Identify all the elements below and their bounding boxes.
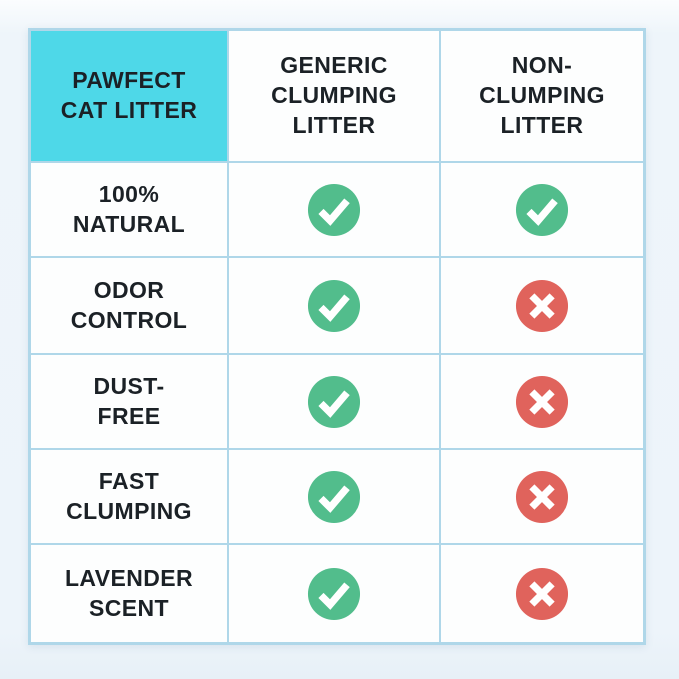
feature-cell-odor-control: ODOR CONTROL (31, 258, 227, 353)
cross-icon (515, 375, 569, 429)
check-icon (307, 567, 361, 621)
check-icon (307, 279, 361, 333)
mark-cell (229, 545, 439, 642)
check-icon (307, 470, 361, 524)
comparison-table: PAWFECT CAT LITTER GENERIC CLUMPING LITT… (28, 28, 646, 645)
mark-cell (441, 258, 643, 353)
check-icon (307, 375, 361, 429)
mark-cell (441, 450, 643, 543)
cross-icon (515, 279, 569, 333)
mark-cell (229, 355, 439, 448)
brand-title: PAWFECT CAT LITTER (60, 67, 198, 123)
cross-icon (515, 470, 569, 524)
feature-cell-fast-clumping: FAST CLUMPING (31, 450, 227, 543)
column-header-label: NON- CLUMPING LITTER (479, 52, 605, 138)
mark-cell (229, 450, 439, 543)
check-icon (307, 183, 361, 237)
mark-cell (229, 163, 439, 256)
column-header-non-clumping: NON- CLUMPING LITTER (441, 31, 643, 161)
brand-header-cell: PAWFECT CAT LITTER (31, 31, 227, 161)
feature-label: ODOR CONTROL (70, 276, 188, 333)
feature-cell-dust-free: DUST- FREE (31, 355, 227, 448)
mark-cell (441, 355, 643, 448)
check-icon (515, 183, 569, 237)
feature-label: FAST CLUMPING (66, 467, 192, 524)
mark-cell (441, 545, 643, 642)
cross-icon (515, 567, 569, 621)
feature-label: DUST- FREE (93, 372, 165, 429)
mark-cell (229, 258, 439, 353)
feature-cell-lavender-scent: LAVENDER SCENT (31, 545, 227, 642)
feature-label: 100% NATURAL (72, 180, 186, 237)
column-header-generic-clumping: GENERIC CLUMPING LITTER (229, 31, 439, 161)
mark-cell (441, 163, 643, 256)
column-header-label: GENERIC CLUMPING LITTER (271, 52, 397, 138)
feature-label: LAVENDER SCENT (64, 564, 193, 621)
feature-cell-natural: 100% NATURAL (31, 163, 227, 256)
